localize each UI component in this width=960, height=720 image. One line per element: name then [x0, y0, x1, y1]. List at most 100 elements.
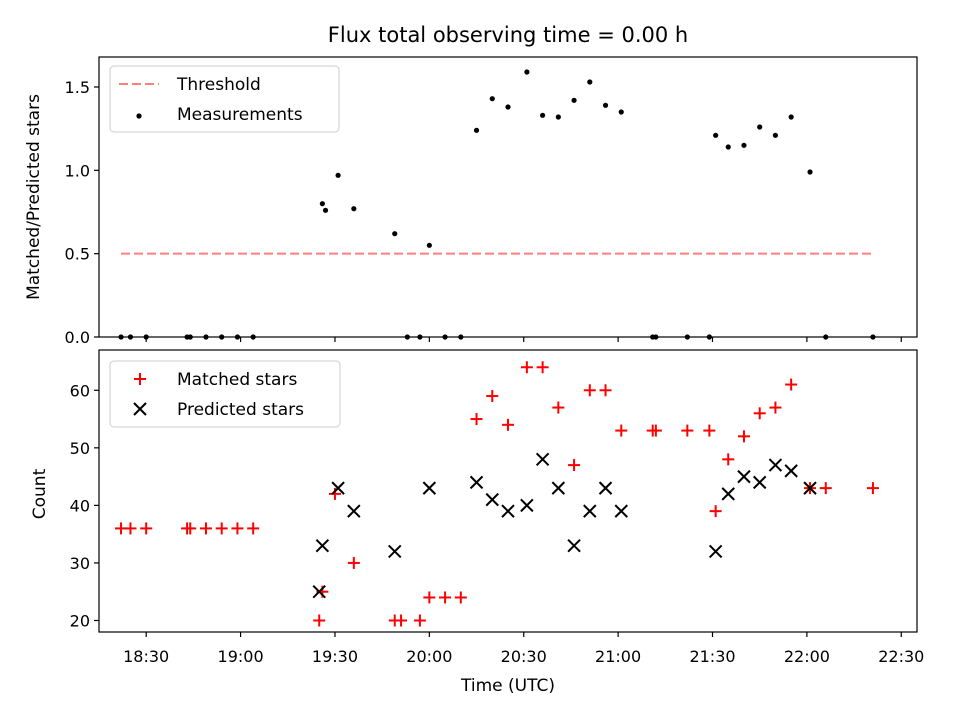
x-tick-label: 19:30 [312, 647, 358, 666]
matched-stars-legend-label: Matched stars [177, 370, 297, 390]
matched-star-point [439, 591, 452, 604]
chart-title: Flux total observing time = 0.00 h [328, 23, 688, 47]
matched-star-point [536, 361, 549, 374]
top-axes-frame [98, 56, 918, 338]
x-tick-label: 18:30 [123, 647, 169, 666]
predicted-star-point [803, 481, 817, 495]
matched-star-point [454, 591, 467, 604]
measurement-point [807, 169, 813, 175]
predicted-star-point [331, 481, 345, 495]
matched-star-point [769, 401, 782, 414]
predicted-stars-legend-label: Predicted stars [177, 400, 304, 420]
x-tick-label: 21:00 [595, 647, 641, 666]
predicted-star-point [520, 498, 534, 513]
measurement-point [725, 144, 731, 150]
bottom-y-axis-ticks: 20 30 40 50 60 [70, 381, 99, 630]
matched-star-point [568, 459, 581, 472]
matched-star-point [395, 614, 408, 627]
measurement-point [426, 242, 432, 248]
predicted-star-point [784, 464, 798, 478]
predicted-star-point [567, 538, 581, 553]
measurements-legend-marker [136, 113, 142, 119]
measurement-point [392, 231, 398, 237]
matched-star-point [681, 424, 694, 437]
predicted-star-point [614, 504, 628, 518]
bottom-legend-box [109, 360, 341, 428]
bottom-axes-frame [98, 349, 918, 633]
predicted-star-point [708, 544, 723, 559]
matched-star-point [703, 424, 716, 437]
matched-star-point [709, 505, 722, 518]
bottom-y-tick-label: 50 [70, 439, 90, 458]
matched-star-point [866, 482, 879, 495]
top-y-axis-label: Matched/Predicted stars [24, 94, 44, 300]
measurement-point [505, 104, 511, 110]
predicted-star-point [721, 487, 735, 501]
measurement-point [335, 172, 341, 178]
predicted-star-point [768, 458, 783, 472]
x-tick-label: 21:30 [689, 647, 735, 666]
measurement-point [319, 201, 325, 207]
matched-star-point [520, 361, 533, 374]
matched-star-point [231, 522, 244, 535]
matched-star-point [413, 614, 426, 627]
measurement-point [788, 114, 794, 120]
top-y-tick-label: 1.0 [65, 161, 90, 180]
matched-star-point [199, 522, 212, 535]
matched-star-point [184, 522, 197, 535]
bottom-y-axis-label: Count [30, 468, 50, 519]
matched-star-point [140, 522, 153, 535]
matched-star-point [486, 390, 499, 403]
matched-star-point [247, 522, 260, 535]
matched-star-point [785, 378, 798, 391]
measurement-point [473, 127, 480, 133]
predicted-star-point [315, 538, 330, 553]
predicted-star-point [347, 504, 361, 518]
measurements-legend-label: Measurements [177, 105, 303, 125]
matched-star-point [615, 424, 628, 437]
measurement-point [602, 102, 609, 108]
x-tick-label: 20:30 [501, 647, 547, 666]
predicted-star-point [388, 544, 402, 559]
predicted-star-point [501, 504, 515, 518]
bottom-y-tick-label: 30 [70, 554, 90, 573]
matched-star-point [722, 453, 735, 466]
x-tick-label: 22:30 [878, 647, 924, 666]
x-tick-label: 22:00 [784, 647, 830, 666]
matched-star-point [599, 384, 612, 397]
top-x-axis-ticks [145, 337, 902, 342]
measurement-point [489, 96, 495, 102]
predicted-star-point [485, 492, 499, 507]
bottom-x-axis-ticks: 18:30 19:00 19:30 20:00 20:30 21:00 21:30 22:00… [123, 632, 924, 666]
matched-stars-legend-marker [134, 373, 146, 385]
matched-star-point [124, 522, 137, 535]
predicted-star-point [469, 475, 484, 490]
matched-star-point [583, 384, 596, 397]
measurement-point [772, 132, 779, 138]
measurement-point [322, 207, 329, 213]
predicted-stars-legend-marker [133, 402, 147, 416]
top-y-tick-label: 0.5 [65, 245, 90, 264]
star-count-panel: Count Time (UTC) 20 30 40 50 60 18:30 19:00 19… [30, 349, 924, 696]
threshold-legend-label: Threshold [176, 75, 261, 95]
top-y-tick-label: 1.5 [65, 78, 90, 97]
x-axis-label: Time (UTC) [460, 676, 555, 696]
matched-star-point [347, 556, 360, 569]
matched-star-point [502, 418, 514, 431]
predicted-star-point [535, 452, 550, 467]
measurement-point [618, 109, 624, 115]
flux-ratio-panel: Flux total observing time = 0.00 h Match… [24, 23, 918, 347]
top-y-axis-ticks: 0.0 0.5 1.0 1.5 [65, 78, 99, 347]
top-legend-box [109, 65, 340, 133]
x-tick-label: 20:00 [406, 647, 452, 666]
matched-star-point [649, 424, 662, 437]
top-y-tick-label: 0.0 [65, 328, 90, 347]
matched-star-point [215, 522, 228, 535]
predicted-star-point [598, 481, 613, 495]
measurement-point [524, 69, 530, 75]
predicted-star-point [312, 585, 326, 599]
bottom-y-tick-label: 40 [70, 496, 90, 515]
predicted-star-point [551, 481, 566, 495]
predicted-star-point [737, 469, 751, 484]
